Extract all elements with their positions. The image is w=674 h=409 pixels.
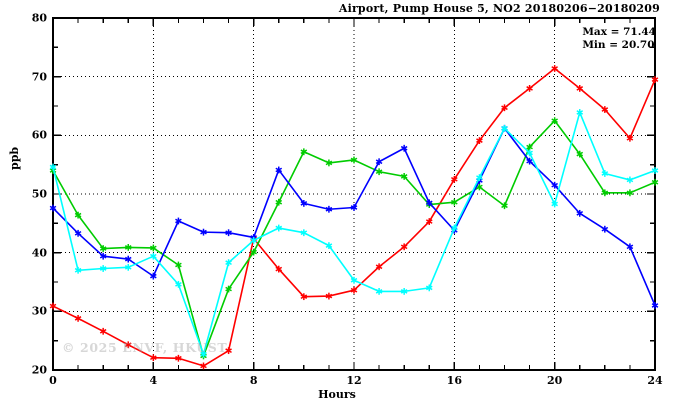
y-tick-40: 40 xyxy=(31,246,47,260)
y-tick-30: 30 xyxy=(31,304,47,318)
x-tick-0: 0 xyxy=(49,374,57,387)
y-tick-70: 70 xyxy=(31,70,47,84)
y-tick-20: 20 xyxy=(31,363,47,377)
y-tick-60: 60 xyxy=(31,128,47,142)
minmax-annotation: Max = 71.44 Min = 20.70 xyxy=(582,26,656,52)
max-label: Max = 71.44 xyxy=(582,26,656,38)
x-tick-16: 16 xyxy=(446,374,462,387)
y-tick-80: 80 xyxy=(31,11,47,25)
x-tick-12: 12 xyxy=(346,374,362,387)
x-tick-8: 8 xyxy=(249,374,258,387)
x-tick-20: 20 xyxy=(547,374,563,387)
series-20180206 xyxy=(49,65,659,370)
y-axis-label: ppb xyxy=(8,146,21,170)
x-tick-24: 24 xyxy=(647,374,663,387)
y-tick-50: 50 xyxy=(31,187,47,201)
series-20180209 xyxy=(49,109,659,358)
x-tick-4: 4 xyxy=(149,374,158,387)
series-20180207 xyxy=(49,117,659,360)
chart-title: Airport, Pump House 5, NO2 20180206−2018… xyxy=(338,2,660,15)
min-label: Min = 20.70 xyxy=(582,39,655,51)
x-axis-label: Hours xyxy=(318,388,356,401)
